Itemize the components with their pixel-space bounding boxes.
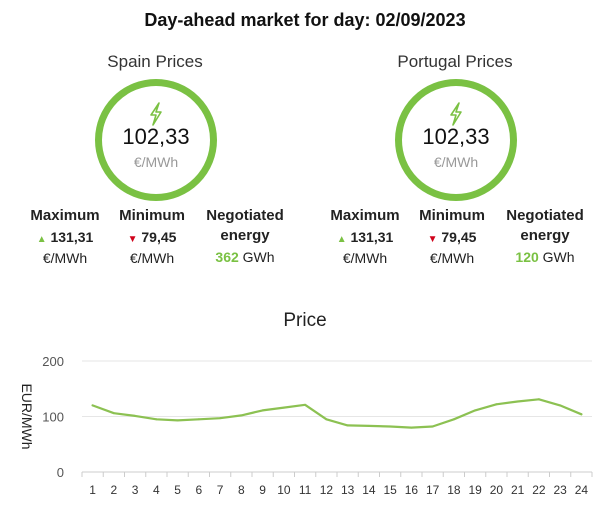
x-tick-label: 17 (426, 483, 440, 497)
maximum-unit: €/MWh (42, 250, 88, 266)
x-tick-label: 8 (238, 483, 245, 497)
negotiated-unit: GWh (242, 249, 275, 265)
data-point (516, 400, 519, 403)
average-price: 102,33 (122, 124, 190, 149)
portugal-prices-panel: Portugal Prices 102,33 €/MWh Maximum ▲ 1… (315, 52, 595, 282)
x-tick-label: 3 (132, 483, 139, 497)
triangle-down-icon: ▼ (127, 234, 138, 245)
data-point (134, 414, 137, 417)
triangle-up-icon: ▲ (336, 234, 347, 245)
maximum-label: Maximum (30, 207, 100, 224)
negotiated-energy-stat: Negotiated energy 362 GWh (195, 206, 295, 266)
x-tick-label: 19 (468, 483, 482, 497)
triangle-up-icon: ▲ (36, 234, 47, 245)
negotiated-energy-stat: Negotiated energy 120 GWh (495, 206, 595, 266)
data-point (176, 419, 179, 422)
y-tick-label: 100 (42, 410, 64, 425)
x-tick-label: 7 (217, 483, 224, 497)
y-tick-label: 0 (57, 465, 64, 480)
average-price-ring: 102,33 €/MWh (395, 79, 517, 201)
negotiated-value: 362 (215, 249, 239, 265)
negotiated-value: 120 (515, 249, 539, 265)
data-point (325, 418, 328, 421)
x-tick-label: 15 (383, 483, 397, 497)
lightning-bolt-icon (450, 102, 462, 126)
x-tick-label: 9 (259, 483, 266, 497)
data-point (495, 403, 498, 406)
price-series-line (91, 398, 583, 429)
minimum-label: Minimum (119, 207, 185, 224)
x-tick-label: 12 (320, 483, 334, 497)
average-price-unit: €/MWh (133, 154, 179, 170)
data-point (197, 418, 200, 421)
x-tick-label: 6 (196, 483, 203, 497)
data-point (389, 425, 392, 428)
maximum-unit: €/MWh (342, 250, 388, 266)
x-tick-label: 4 (153, 483, 160, 497)
data-point (410, 426, 413, 429)
data-point (580, 413, 583, 416)
data-point (282, 406, 285, 409)
negotiated-unit: GWh (542, 249, 575, 265)
page-title: Day-ahead market for day: 02/09/2023 (144, 10, 466, 30)
maximum-value: 131,31 (50, 229, 94, 245)
negotiated-label: Negotiated (206, 207, 284, 224)
triangle-down-icon: ▼ (427, 234, 438, 245)
x-tick-label: 5 (174, 483, 181, 497)
x-tick-label: 10 (277, 483, 291, 497)
energy-label: energy (520, 227, 570, 244)
minimum-label: Minimum (419, 207, 485, 224)
data-point (346, 424, 349, 427)
average-price: 102,33 (422, 124, 490, 149)
data-point (261, 409, 264, 412)
average-price-unit: €/MWh (433, 154, 479, 170)
x-tick-label: 20 (490, 483, 504, 497)
data-point (112, 412, 115, 415)
data-point (219, 417, 222, 420)
x-tick-label: 14 (362, 483, 376, 497)
x-tick-label: 21 (511, 483, 525, 497)
minimum-unit: €/MWh (129, 250, 175, 266)
maximum-stat: Maximum ▲ 131,31 €/MWh (315, 206, 415, 267)
x-tick-label: 11 (299, 483, 312, 497)
lightning-bolt-icon (150, 102, 162, 126)
x-tick-label: 24 (575, 483, 589, 497)
market-name: Spain Prices (107, 52, 203, 71)
data-point (91, 404, 94, 407)
minimum-value: 79,45 (441, 229, 477, 245)
data-point (431, 425, 434, 428)
minimum-stat: Minimum ▼ 79,45 €/MWh (407, 206, 497, 267)
market-name: Portugal Prices (397, 52, 513, 71)
x-tick-label: 2 (111, 483, 118, 497)
data-point (240, 414, 243, 417)
negotiated-label: Negotiated (506, 207, 584, 224)
x-tick-label: 22 (532, 483, 546, 497)
data-point (559, 404, 562, 407)
data-point (304, 403, 307, 406)
average-price-ring: 102,33 €/MWh (95, 79, 217, 201)
data-point (452, 418, 455, 421)
x-tick-label: 23 (553, 483, 567, 497)
x-tick-label: 13 (341, 483, 355, 497)
maximum-label: Maximum (330, 207, 400, 224)
minimum-unit: €/MWh (429, 250, 475, 266)
minimum-stat: Minimum ▼ 79,45 €/MWh (107, 206, 197, 267)
data-point (367, 424, 370, 427)
energy-label: energy (220, 227, 270, 244)
x-tick-label: 18 (447, 483, 461, 497)
data-point (537, 398, 540, 401)
data-point (155, 418, 158, 421)
x-tick-label: 16 (405, 483, 419, 497)
spain-prices-panel: Spain Prices 102,33 €/MWh Maximum ▲ 131,… (15, 52, 295, 282)
y-axis-label: EUR/MWh (19, 383, 35, 449)
maximum-stat: Maximum ▲ 131,31 €/MWh (15, 206, 115, 267)
data-point (474, 409, 477, 412)
y-tick-label: 200 (42, 354, 64, 369)
minimum-value: 79,45 (141, 229, 177, 245)
chart-title: Price (283, 310, 327, 331)
x-tick-label: 1 (89, 483, 96, 497)
maximum-value: 131,31 (350, 229, 394, 245)
